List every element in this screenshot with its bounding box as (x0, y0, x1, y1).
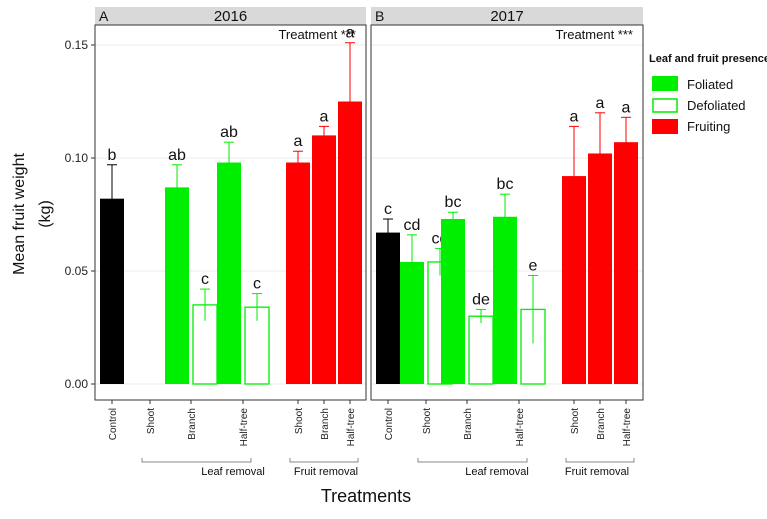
significance-letter: b (108, 147, 117, 164)
legend-title: Leaf and fruit presence (649, 53, 767, 65)
significance-letter: a (570, 108, 579, 125)
legend-label-foliated: Foliated (687, 77, 733, 92)
bar (217, 162, 241, 384)
y-tick-label: 0.05 (65, 264, 89, 278)
panel-letter: A (99, 8, 109, 24)
group-label-fruit-removal-2017: Fruit removal (565, 466, 629, 478)
y-tick-label: 0.15 (65, 38, 89, 52)
bar (376, 232, 400, 384)
x-tick-label: Shoot (422, 408, 433, 434)
legend: Leaf and fruit presence Foliated Defolia… (649, 53, 767, 134)
x-tick-label: Branch (596, 408, 607, 440)
significance-letter: ab (168, 147, 186, 164)
significance-letter: a (596, 95, 605, 112)
y-axis-title-line2: (kg) (37, 200, 54, 228)
panel-title: 2016 (214, 8, 247, 25)
x-tick-label: Shoot (570, 408, 581, 434)
bar (441, 219, 465, 384)
x-tick-label: Branch (320, 408, 331, 440)
x-tick-label: Half-tree (622, 408, 633, 447)
x-tick-label: Shoot (294, 408, 305, 434)
significance-letter: ab (220, 124, 238, 141)
x-tick-label: Branch (463, 408, 474, 440)
significance-letter: a (320, 108, 329, 125)
x-tick-label: Half-tree (515, 408, 526, 447)
panel-annotation: Treatment *** (278, 27, 356, 42)
y-axis-title-line1: Mean fruit weight (11, 153, 28, 275)
significance-letter: e (529, 258, 538, 275)
significance-letter: a (346, 25, 355, 42)
legend-label-fruiting: Fruiting (687, 119, 730, 134)
group-label-fruit-removal-2016: Fruit removal (294, 466, 358, 478)
bar (312, 135, 336, 384)
significance-letter: c (201, 271, 209, 288)
x-tick-label: Half-tree (239, 408, 250, 447)
legend-label-defoliated: Defoliated (687, 98, 746, 113)
panel-annotation: Treatment *** (555, 27, 633, 42)
x-tick-label: Control (108, 408, 119, 440)
significance-letter: de (472, 291, 490, 308)
panel-letter: B (375, 8, 384, 24)
bracket-leaf-removal (417, 458, 528, 463)
bar (493, 216, 517, 384)
x-axis-title: Treatments (321, 486, 411, 506)
bracket-fruit-removal (565, 458, 635, 463)
legend-key-fruiting (652, 119, 678, 134)
bracket-leaf-removal (141, 458, 252, 463)
x-tick-label: Control (384, 408, 395, 440)
bracket-fruit-removal (289, 458, 359, 463)
legend-key-foliated (652, 76, 678, 91)
significance-letter: bc (497, 176, 514, 193)
y-tick-label: 0.00 (65, 377, 89, 391)
legend-key-defoliated (652, 98, 678, 113)
x-tick-label: Shoot (146, 408, 157, 434)
bar (165, 187, 189, 384)
significance-letter: cd (404, 217, 421, 234)
significance-letter: c (253, 276, 261, 293)
significance-letter: a (622, 99, 631, 116)
y-tick-label: 0.10 (65, 151, 89, 165)
panel-title: 2017 (490, 8, 523, 25)
panel-border (370, 24, 644, 401)
significance-letter: c (384, 201, 392, 218)
significance-letter: bc (445, 194, 462, 211)
panel-strip (371, 7, 643, 25)
group-label-leaf-removal-2016: Leaf removal (201, 466, 265, 478)
bar (468, 315, 494, 385)
panel-strip (95, 7, 366, 25)
bar (286, 162, 310, 384)
group-label-leaf-removal-2017: Leaf removal (465, 466, 529, 478)
bar (614, 142, 638, 384)
x-tick-label: Branch (187, 408, 198, 440)
x-tick-label: Half-tree (346, 408, 357, 447)
panel-border (94, 24, 367, 401)
significance-letter: a (294, 133, 303, 150)
